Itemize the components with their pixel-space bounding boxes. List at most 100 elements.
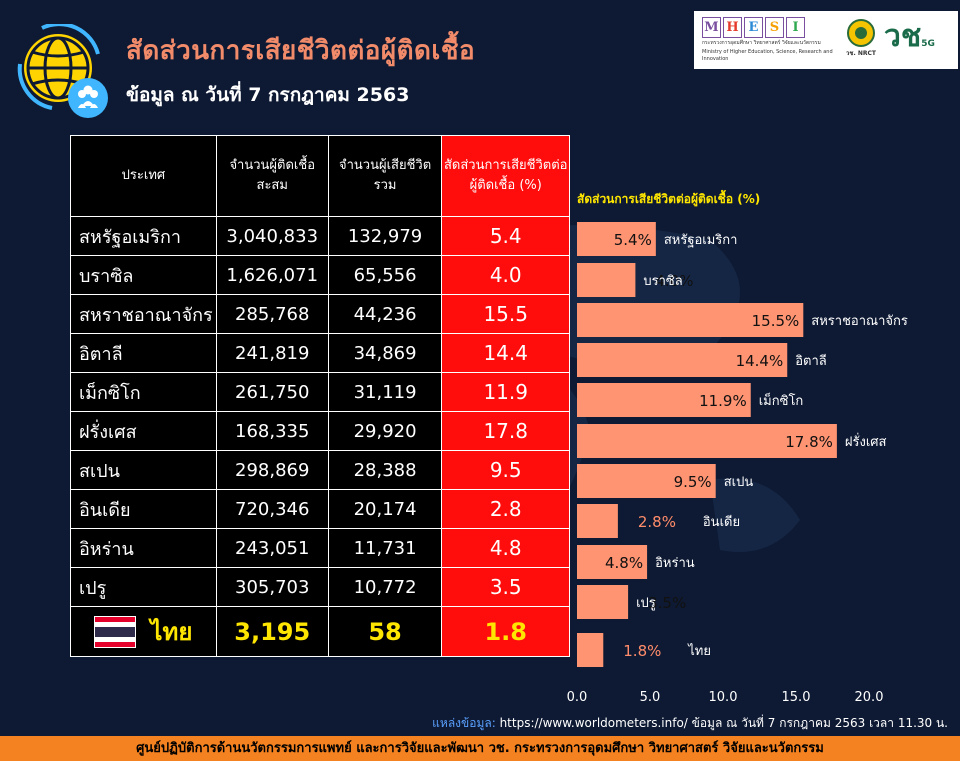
cell-country: สหราชอาณาจักร xyxy=(70,294,217,334)
table-row-thailand: ไทย 3,195 58 1.8 xyxy=(70,606,570,657)
mhesi-letter: I xyxy=(786,17,805,38)
cell-ratio: 17.8 xyxy=(441,411,570,451)
cell-deaths: 34,869 xyxy=(327,333,443,373)
cell-country: สหรัฐอเมริกา xyxy=(70,216,217,256)
cell-deaths: 65,556 xyxy=(327,255,443,295)
cell-country: อิตาลี xyxy=(70,333,217,373)
mhesi-letter: S xyxy=(765,17,784,38)
chart-bar xyxy=(577,633,604,667)
table-row: สเปน 298,869 28,388 9.5 xyxy=(70,450,570,490)
cell-ratio-thai: 1.8 xyxy=(441,606,570,657)
vor-text: วช xyxy=(884,18,922,54)
chart-category-label: บราซิล xyxy=(643,274,682,289)
chart-data-label: 4.8% xyxy=(605,554,643,572)
cell-ratio: 11.9 xyxy=(441,372,570,412)
cell-country: อิหร่าน xyxy=(70,528,217,568)
chart-bar xyxy=(577,545,648,579)
x-tick-label: 5.0 xyxy=(640,690,661,705)
cell-ratio: 14.4 xyxy=(441,333,570,373)
cell-country: อินเดีย xyxy=(70,489,217,529)
cell-deaths: 10,772 xyxy=(327,567,443,607)
cell-country-thai: ไทย xyxy=(70,606,217,657)
table-row: อิหร่าน 243,051 11,731 4.8 xyxy=(70,528,570,568)
cell-cases-thai: 3,195 xyxy=(215,606,329,657)
cell-cases: 305,703 xyxy=(215,567,329,607)
chart-data-label: 15.5% xyxy=(752,312,800,330)
cell-cases: 298,869 xyxy=(215,450,329,490)
x-tick-label: 20.0 xyxy=(855,690,884,705)
cell-ratio: 2.8 xyxy=(441,489,570,529)
chart-category-label: เม็กซิโก xyxy=(759,391,804,409)
nrct-seal-icon xyxy=(847,19,875,47)
thai-flag-icon xyxy=(94,615,137,648)
mhesi-letter: H xyxy=(723,17,742,38)
table-row: ฝรั่งเศส 168,335 29,920 17.8 xyxy=(70,411,570,451)
chart-category-label: อิหร่าน xyxy=(655,556,695,571)
nrct-logo: วช. NRCT xyxy=(844,18,878,62)
cell-deaths: 31,119 xyxy=(327,372,443,412)
x-tick-label: 10.0 xyxy=(709,690,738,705)
table-row: เม็กซิโก 261,750 31,119 11.9 xyxy=(70,372,570,412)
logo-bar: M H E S I กระทรวงการอุดมศึกษา วิทยาศาสตร… xyxy=(694,11,958,69)
globe-people-icon xyxy=(17,24,108,118)
cell-ratio: 9.5 xyxy=(441,450,570,490)
vor-5g-logo: วช5G xyxy=(884,17,935,64)
table-row: สหรัฐอเมริกา 3,040,833 132,979 5.4 xyxy=(70,216,570,256)
x-tick-label: 15.0 xyxy=(782,690,811,705)
table-row: บราซิล 1,626,071 65,556 4.0 xyxy=(70,255,570,295)
page-subtitle: ข้อมูล ณ วันที่ 7 กรกฎาคม 2563 xyxy=(126,84,410,106)
chart-category-label: อินเดีย xyxy=(703,514,740,530)
chart-data-label: 11.9% xyxy=(699,392,747,410)
cell-deaths: 132,979 xyxy=(327,216,443,256)
nrct-label: วช. NRCT xyxy=(846,50,876,57)
cell-cases: 168,335 xyxy=(215,411,329,451)
table-row: สหราชอาณาจักร 285,768 44,236 15.5 xyxy=(70,294,570,334)
chart-category-label: อิตาลี xyxy=(795,353,827,369)
vor-5g-text: 5G xyxy=(921,38,935,49)
cell-country: ฝรั่งเศส xyxy=(70,411,217,451)
cell-deaths: 11,731 xyxy=(327,528,443,568)
cell-cases: 285,768 xyxy=(215,294,329,334)
header-ratio: สัดส่วนการเสียชีวิตต่อผู้ติดเชื้อ (%) xyxy=(441,135,570,217)
chart-category-label: สหราชอาณาจักร xyxy=(811,314,908,329)
table-row: อิตาลี 241,819 34,869 14.4 xyxy=(70,333,570,373)
chart-bar xyxy=(577,504,618,538)
chart-bar xyxy=(577,303,804,337)
chart-data-label: 14.4% xyxy=(736,352,784,370)
chart-bar xyxy=(577,383,751,417)
chart-data-label: 9.5% xyxy=(674,473,712,491)
source-label: แหล่งข้อมูล: xyxy=(432,716,496,730)
cell-country: เม็กซิโก xyxy=(70,372,217,412)
cell-country: เปรู xyxy=(70,567,217,607)
cell-ratio: 4.8 xyxy=(441,528,570,568)
header-cases: จำนวนผู้ติดเชื้อสะสม xyxy=(215,135,329,217)
chart-category-label: เปรู xyxy=(636,596,656,611)
mhesi-letter: M xyxy=(702,17,721,38)
page-title: สัดส่วนการเสียชีวิตต่อผู้ติดเชื้อ xyxy=(126,36,476,66)
table-row: เปรู 305,703 10,772 3.5 xyxy=(70,567,570,607)
chart-bar xyxy=(577,222,656,256)
table-row: อินเดีย 720,346 20,174 2.8 xyxy=(70,489,570,529)
source-text: https://www.worldometers.info/ ข้อมูล ณ … xyxy=(495,716,948,730)
footer-bar: ศูนย์ปฏิบัติการด้านนวัตกรรมการแพทย์ และก… xyxy=(0,736,960,761)
mhesi-name-th: กระทรวงการอุดมศึกษา วิทยาศาสตร์ วิจัยและ… xyxy=(702,40,821,46)
cell-cases: 261,750 xyxy=(215,372,329,412)
cell-ratio: 3.5 xyxy=(441,567,570,607)
chart-data-label: 3.5% xyxy=(648,594,686,612)
cell-ratio: 4.0 xyxy=(441,255,570,295)
data-table: ประเทศ จำนวนผู้ติดเชื้อสะสม จำนวนผู้เสีย… xyxy=(70,135,570,657)
source-note: แหล่งข้อมูล: https://www.worldometers.in… xyxy=(432,714,948,733)
cell-country: สเปน xyxy=(70,450,217,490)
cell-cases: 3,040,833 xyxy=(215,216,329,256)
x-tick-label: 0.0 xyxy=(567,690,588,705)
chart-bar xyxy=(577,585,629,619)
chart-data-label: 1.8% xyxy=(623,642,661,660)
header-deaths: จำนวนผู้เสียชีวิตรวม xyxy=(327,135,443,217)
chart-data-label: 17.8% xyxy=(785,433,833,451)
chart-title: สัดส่วนการเสียชีวิตต่อผู้ติดเชื้อ (%) xyxy=(577,192,761,206)
chart-bar xyxy=(577,263,636,297)
cell-deaths: 20,174 xyxy=(327,489,443,529)
cell-cases: 720,346 xyxy=(215,489,329,529)
cell-cases: 241,819 xyxy=(215,333,329,373)
mhesi-logo: M H E S I กระทรวงการอุดมศึกษา วิทยาศาสตร… xyxy=(702,17,838,63)
